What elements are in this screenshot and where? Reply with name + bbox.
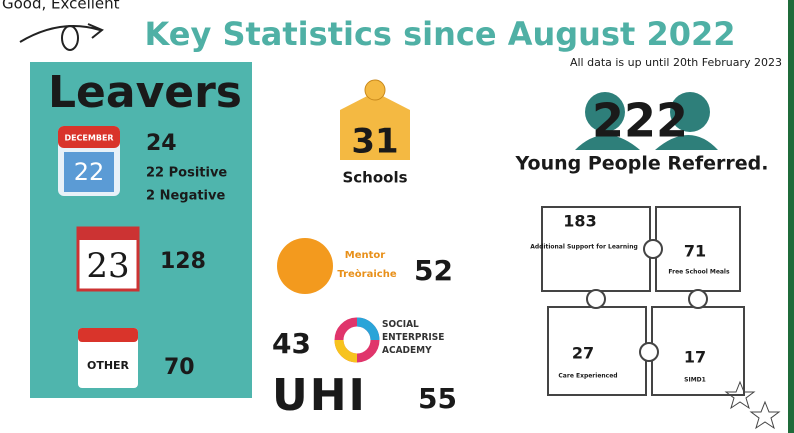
calendar-page — [64, 152, 114, 192]
calendar-top — [78, 328, 138, 342]
puzzle-piece — [547, 306, 647, 396]
stat-label: Schools — [342, 169, 407, 187]
stat-label: Care Experienced — [558, 373, 617, 380]
stars — [724, 380, 781, 430]
calendar-day: 22 — [74, 158, 105, 186]
puzzle-knob — [643, 239, 663, 259]
stat: 27 — [572, 344, 594, 363]
stat: 128 — [160, 249, 206, 274]
stat-label: Young People Referred. — [515, 153, 769, 175]
logo-text: SOCIAL ENTERPRISE ACADEMY — [382, 319, 445, 356]
puzzle-knob — [639, 342, 659, 362]
calendar-top — [58, 126, 120, 148]
mentor-logo-mark — [277, 238, 333, 294]
stat: 55 — [418, 382, 457, 415]
swirl — [61, 25, 79, 51]
logo-text: Treòraiche — [337, 268, 396, 280]
stat-label: SIMD1 — [684, 377, 706, 384]
puzzle-knob — [586, 289, 606, 309]
stat-label: 22 Positive — [146, 166, 227, 181]
logo-text: Mentor — [345, 250, 386, 261]
stat: 31 — [351, 122, 398, 162]
swirl-arrow — [19, 23, 104, 43]
stat: 70 — [164, 355, 195, 380]
stat-label: Free School Meals — [668, 269, 730, 276]
puzzle — [541, 206, 745, 396]
calendar-month: DECEMBER — [64, 134, 113, 143]
calendar-day: 23 — [86, 246, 129, 286]
puzzle-piece — [541, 206, 651, 292]
corner-text: Good, Excellent — [2, 0, 120, 13]
title: Key Statistics since August 2022 — [145, 15, 736, 53]
uhi-logo: UHI — [272, 370, 367, 421]
stat: 222 — [592, 94, 688, 148]
leavers-title: Leavers — [48, 67, 242, 118]
stat: 52 — [414, 254, 453, 287]
puzzle-knob — [688, 289, 708, 309]
stat: 17 — [684, 348, 706, 367]
subtitle: All data is up until 20th February 2023 — [570, 56, 782, 69]
stat-label: Additional Support for Learning — [530, 244, 638, 251]
stat: 43 — [272, 327, 311, 360]
sea-logo-mark — [356, 317, 380, 341]
stat-label: 2 Negative — [146, 189, 225, 204]
edge-border — [788, 0, 794, 433]
calendar — [78, 328, 138, 388]
logo-text-wrap: SOCIAL ENTERPRISE ACADEMY — [382, 319, 445, 356]
sea-logo-mark — [334, 339, 358, 363]
stat: 71 — [684, 242, 706, 261]
school-icon — [340, 92, 410, 160]
person-icon — [670, 92, 710, 132]
stat: 24 — [146, 131, 177, 156]
leavers-panel — [30, 62, 252, 398]
calendar-label: OTHER — [87, 359, 130, 372]
people-icon — [575, 135, 718, 150]
school-clock — [364, 79, 386, 101]
stat: 183 — [563, 212, 596, 231]
person-icon — [585, 92, 625, 132]
calendar-top — [78, 228, 138, 240]
